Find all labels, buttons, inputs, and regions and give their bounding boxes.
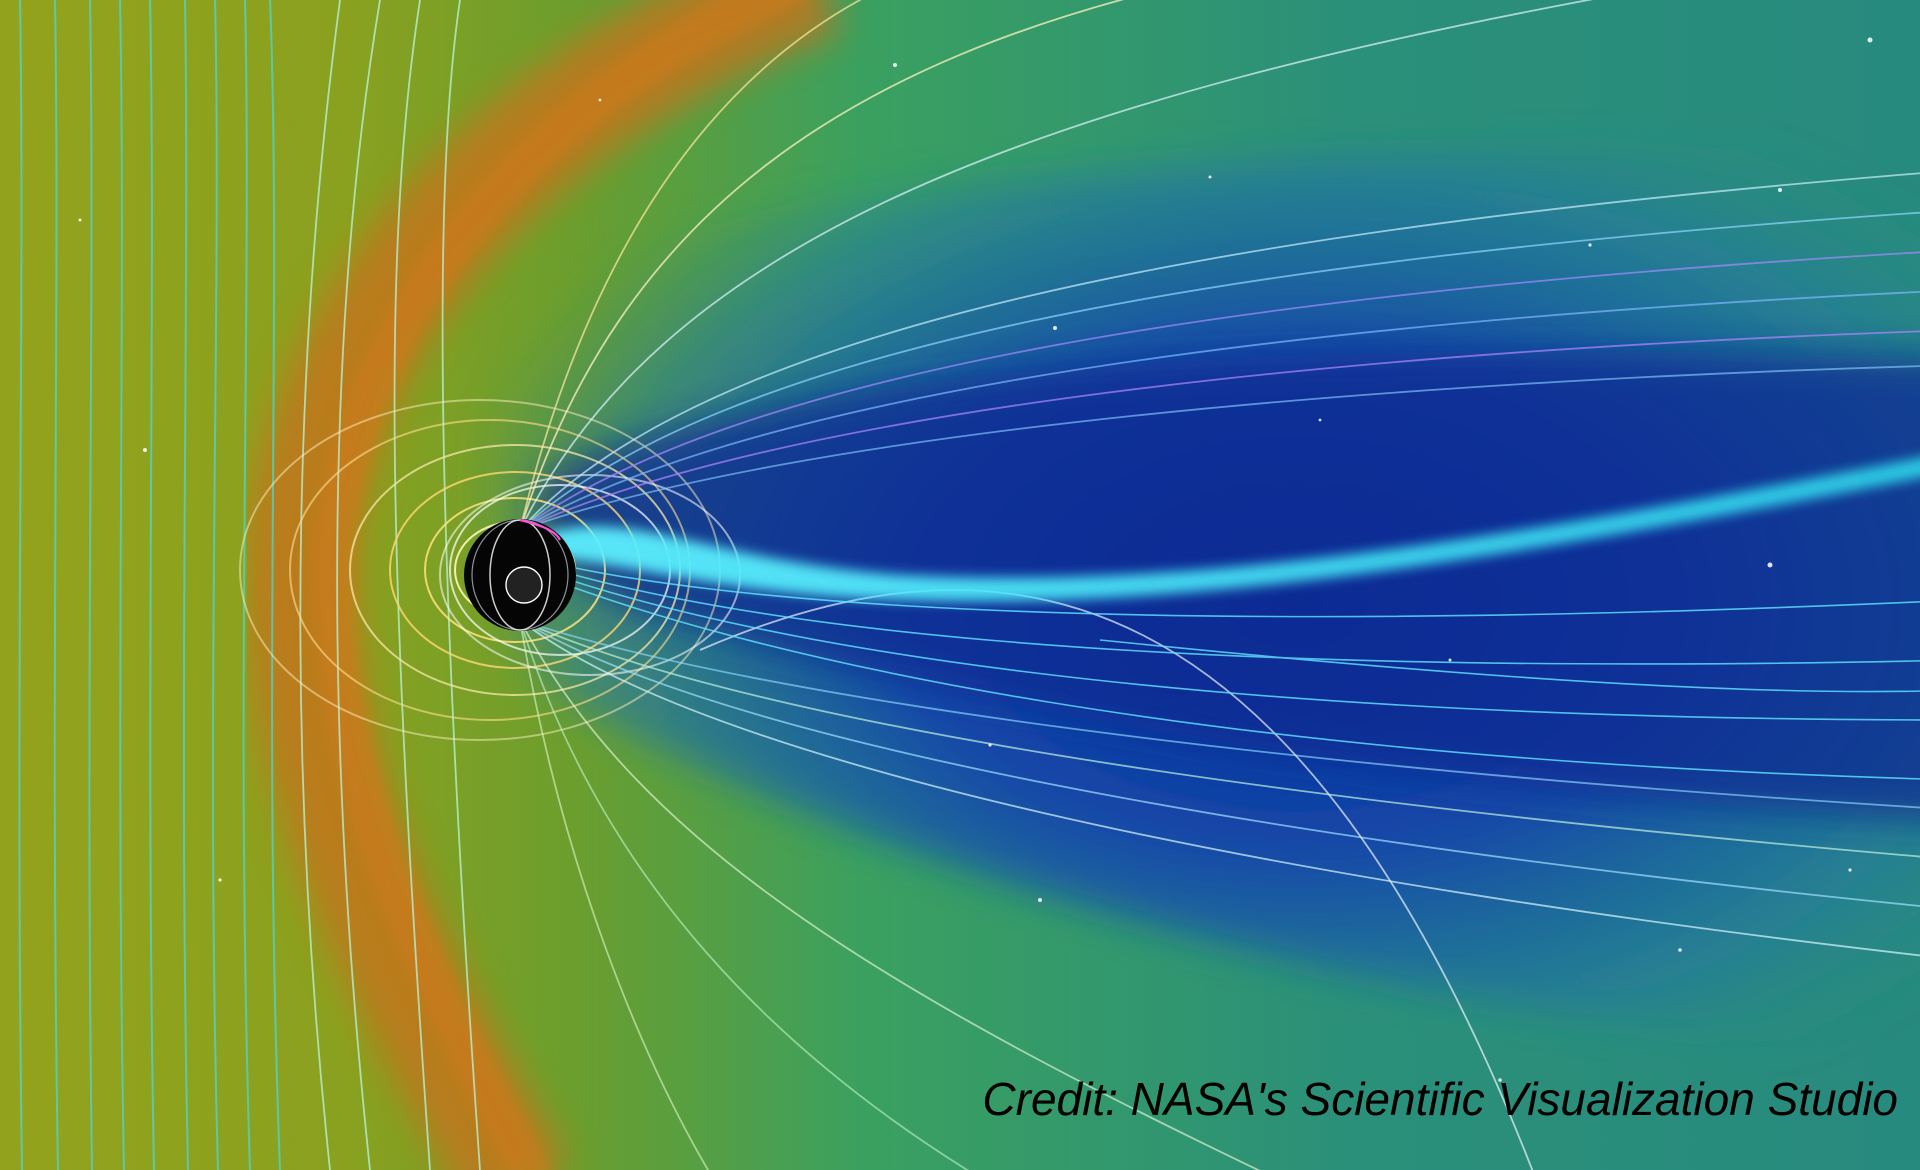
tail-lobe-lines-south <box>519 589 1920 1170</box>
plasma-sheet <box>530 457 1920 602</box>
planet <box>464 518 576 631</box>
star-field <box>78 37 1873 1082</box>
tail-lobe-lines-north <box>519 0 1920 531</box>
image-credit: Credit: NASA's Scientific Visualization … <box>982 1073 1898 1125</box>
plasma-sheet-lines <box>539 559 1920 780</box>
solar-wind-field-lines <box>18 0 281 1170</box>
bow-shock-inner <box>314 0 805 1170</box>
